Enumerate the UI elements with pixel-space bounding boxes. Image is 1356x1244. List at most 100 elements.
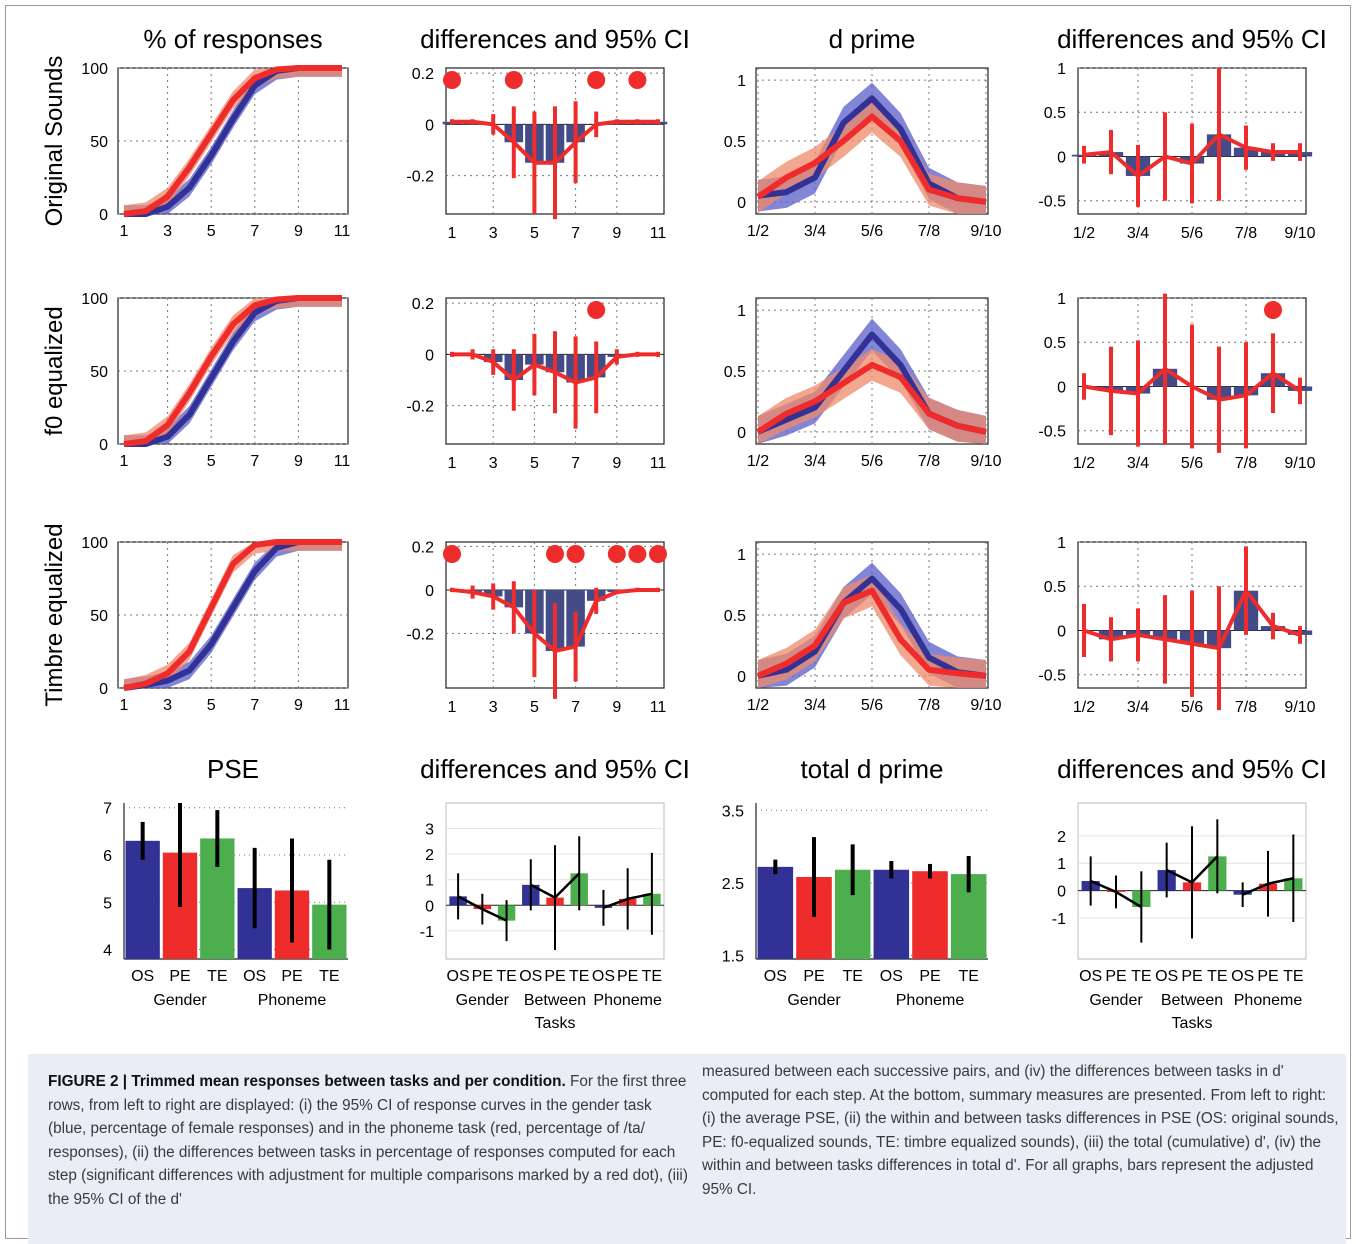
panel-r2-responses-xtick-0: 1 bbox=[120, 453, 129, 470]
panel-r1-responses-xtick-1: 3 bbox=[163, 223, 172, 240]
panel-pse-differences-xtick-4: PE bbox=[544, 968, 565, 985]
panel-pse-differences-group-label-0-0: Gender bbox=[456, 992, 510, 1009]
panel-r3-responses-band-blue bbox=[124, 542, 342, 688]
panel-r3-dprime-differences-xtick-2: 5/6 bbox=[1181, 699, 1203, 716]
panel-r1-dprime-ytick-2: 1 bbox=[737, 73, 746, 90]
panel-r2-dprime-differences-xtick-2: 5/6 bbox=[1181, 455, 1203, 472]
panel-total-dprime-differences-group-label-2-0: Phoneme bbox=[1234, 992, 1303, 1009]
panel-r3-differences-xtick-4: 9 bbox=[612, 699, 621, 716]
panel-r1-dprime-line-red bbox=[756, 113, 987, 205]
panel-r3-differences-sig-dot-3 bbox=[607, 545, 626, 563]
panel-total-dprime-differences-xtick-0: OS bbox=[1079, 968, 1102, 985]
panel-r3-dprime-differences-mean-line bbox=[1083, 588, 1301, 651]
panel-total-dprime-bar-4 bbox=[912, 871, 948, 959]
panel-r1-dprime-differences-xtick-3: 7/8 bbox=[1235, 225, 1257, 242]
panel-r1-dprime-xtick-4: 9/10 bbox=[970, 223, 1001, 240]
panel-r3-dprime-differences-ytick-1: 0.5 bbox=[1044, 579, 1066, 596]
panel-r3-differences-ytick-0: 0.2 bbox=[412, 539, 434, 556]
panel-r1-differences-ytick-1: 0 bbox=[425, 117, 434, 134]
column-title-3: d prime bbox=[829, 24, 916, 54]
panel-r3-differences-sig-dot-0 bbox=[443, 545, 461, 563]
panel-total-dprime-group-label-0-0: Gender bbox=[787, 992, 841, 1009]
panel-r2-differences-sig-dot-0 bbox=[587, 301, 606, 319]
panel-r3-responses-xtick-5: 11 bbox=[334, 697, 351, 714]
panel-r1-differences-xtick-0: 1 bbox=[448, 225, 457, 242]
panel-r2-dprime-differences-xtick-1: 3/4 bbox=[1127, 455, 1149, 472]
panel-r3-dprime-differences-xtick-4: 9/10 bbox=[1284, 699, 1315, 716]
panel-pse-differences-group-label-2-0: Phoneme bbox=[593, 992, 662, 1009]
panel-r3-differences-mean-line bbox=[451, 587, 658, 653]
panel-r2-dprime-ytick-2: 1 bbox=[737, 303, 746, 320]
panel-pse-xtick-4: PE bbox=[281, 968, 302, 985]
panel-r1-dprime-differences-ytick-2: 0 bbox=[1057, 149, 1066, 166]
panel-r3-responses-band-red bbox=[124, 542, 342, 688]
panel-r1-responses-ytick-2: 100 bbox=[81, 61, 108, 78]
panel-r3-dprime-differences-xtick-0: 1/2 bbox=[1073, 699, 1095, 716]
caption-right: measured between each successive pairs, … bbox=[702, 1063, 1339, 1198]
panel-r3-differences-xtick-5: 11 bbox=[650, 699, 667, 716]
panel-r3-responses-ytick-0: 0 bbox=[99, 681, 108, 698]
panel-total-dprime-differences-xtick-2: TE bbox=[1131, 968, 1151, 985]
panel-r3-responses-ytick-1: 50 bbox=[90, 608, 108, 625]
panel-r3-responses-xtick-1: 3 bbox=[163, 697, 172, 714]
panel-total-dprime-differences-ytick-0: 2 bbox=[1057, 829, 1066, 846]
row-label-1: Original Sounds bbox=[41, 56, 68, 227]
panel-r2-dprime-differences-mean-line bbox=[1083, 366, 1302, 402]
column-title-4: differences and 95% CI bbox=[1057, 24, 1327, 54]
panel-pse-differences-xtick-1: PE bbox=[472, 968, 493, 985]
panel-total-dprime-bar-3 bbox=[873, 869, 910, 959]
panel-total-dprime-differences-xtick-6: OS bbox=[1231, 968, 1254, 985]
panel-r1-differences-xtick-4: 9 bbox=[612, 225, 621, 242]
row-label-3: Timbre equalized bbox=[41, 523, 68, 706]
panel-pse-differences-group-label-1-1: Tasks bbox=[535, 1015, 576, 1032]
panel-r1-dprime-xtick-2: 5/6 bbox=[861, 223, 883, 240]
panel-pse-differences-ytick-3: 0 bbox=[425, 898, 434, 915]
panel-r2-differences-xtick-4: 9 bbox=[612, 455, 621, 472]
panel-r3-differences-sig-dot-5 bbox=[649, 545, 667, 563]
panel-r1-differences-sig-dot-3 bbox=[628, 71, 647, 89]
panel-r3-dprime-differences-xtick-1: 3/4 bbox=[1127, 699, 1149, 716]
panel-r2-dprime-differences-sig-dot-0 bbox=[1264, 301, 1282, 319]
panel-total-dprime-differences-ytick-2: 0 bbox=[1057, 884, 1066, 901]
panel-total-dprime-group-label-1-0: Phoneme bbox=[896, 992, 965, 1009]
panel-r1-dprime-differences-ytick-0: 1 bbox=[1057, 61, 1066, 78]
panel-r3-differences-sig-dot-1 bbox=[546, 545, 564, 563]
panel-r1-dprime-xtick-0: 1/2 bbox=[747, 223, 769, 240]
panel-r3-dprime-ytick-1: 0.5 bbox=[724, 608, 746, 625]
panel-r2-differences-xtick-2: 5 bbox=[530, 455, 539, 472]
column-title-1: % of responses bbox=[143, 24, 322, 54]
panel-r1-dprime-differences-xtick-0: 1/2 bbox=[1073, 225, 1095, 242]
panel-pse-ytick-3: 7 bbox=[103, 801, 112, 818]
panel-r3-differences-ytick-2: -0.2 bbox=[406, 627, 434, 644]
caption-left-text: For the first three rows, from left to r… bbox=[48, 1073, 688, 1208]
panel-r1-responses-ytick-0: 0 bbox=[99, 207, 108, 224]
panel-r3-dprime-xtick-1: 3/4 bbox=[804, 697, 826, 714]
panel-r1-differences-sig-dot-1 bbox=[504, 71, 523, 89]
panel-total-dprime-ytick-2: 3.5 bbox=[722, 803, 744, 820]
panel-pse-xtick-3: OS bbox=[243, 968, 266, 985]
caption-label: FIGURE 2 | Trimmed mean responses betwee… bbox=[48, 1073, 566, 1090]
panel-r1-dprime-xtick-3: 7/8 bbox=[918, 223, 940, 240]
panel-total-dprime-differences-ytick-1: 1 bbox=[1057, 856, 1066, 873]
panel-r2-dprime-ytick-1: 0.5 bbox=[724, 364, 746, 381]
panel-r3-dprime-ytick-2: 1 bbox=[737, 547, 746, 564]
panel-r1-dprime-differences-xtick-1: 3/4 bbox=[1127, 225, 1149, 242]
panel-r3-differences-xtick-2: 5 bbox=[530, 699, 539, 716]
panel-r2-dprime-line-red bbox=[756, 361, 987, 435]
panel-r3-responses-xtick-0: 1 bbox=[120, 697, 129, 714]
panel-r3-dprime-line-red bbox=[756, 587, 987, 679]
panel-r2-differences-xtick-3: 7 bbox=[571, 455, 580, 472]
panel-total-dprime-differences-xtick-7: PE bbox=[1257, 968, 1278, 985]
panel-r1-differences-mean-line bbox=[452, 119, 658, 165]
panel-r2-responses-xtick-1: 3 bbox=[163, 453, 172, 470]
panel-pse-differences-ytick-0: 3 bbox=[425, 822, 434, 839]
panel-r3-dprime-differences-xtick-3: 7/8 bbox=[1235, 699, 1257, 716]
figure-plots: % of responses differences and 95% CI d pr… bbox=[41, 24, 1327, 1032]
panel-r1-dprime-xtick-1: 3/4 bbox=[804, 223, 826, 240]
caption-box: FIGURE 2 | Trimmed mean responses betwee… bbox=[28, 1054, 1346, 1244]
panel-r1-dprime-differences-ytick-1: 0.5 bbox=[1044, 105, 1066, 122]
panel-r2-differences-xtick-1: 3 bbox=[489, 455, 498, 472]
panel-r2-differences-ytick-1: 0 bbox=[425, 347, 434, 364]
panel-r1-differences-xtick-1: 3 bbox=[489, 225, 498, 242]
panel-r1-differences-ytick-0: 0.2 bbox=[412, 66, 434, 83]
